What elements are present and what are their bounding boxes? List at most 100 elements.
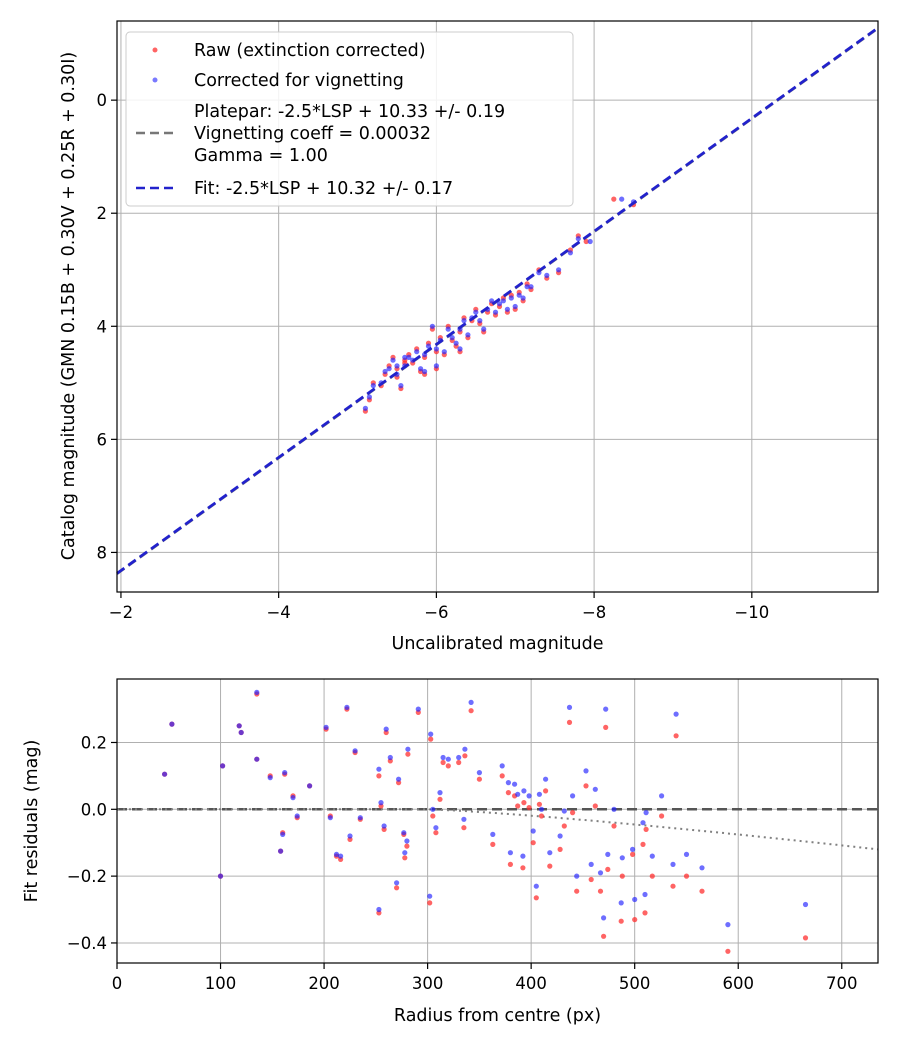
raw-point — [592, 803, 598, 809]
corrected-point — [402, 354, 408, 360]
raw-point — [642, 910, 648, 916]
vignetting-curve — [117, 808, 879, 851]
corrected-point — [294, 813, 300, 819]
corrected-point — [394, 880, 400, 886]
y-tick-label: −0.2 — [67, 867, 107, 886]
corrected-point — [433, 825, 439, 831]
legend-label-fit: Fit: -2.5*LSP + 10.32 +/- 0.17 — [194, 179, 453, 199]
corrected-point — [338, 853, 344, 859]
raw-point — [445, 763, 451, 769]
corrected-point — [630, 846, 636, 853]
corrected-point — [516, 292, 522, 298]
x-tick-label: 700 — [826, 974, 858, 993]
corrected-point — [445, 756, 451, 762]
corrected-point — [352, 748, 358, 754]
raw-point — [566, 719, 573, 726]
corrected-point — [415, 706, 421, 712]
raw-point — [561, 823, 567, 829]
corrected-point — [575, 236, 581, 242]
corrected-point — [437, 790, 443, 796]
corrected-point — [278, 848, 284, 854]
corrected-point — [603, 706, 609, 712]
bottom-points — [162, 689, 809, 954]
corrected-point — [382, 368, 388, 375]
legend-marker-corrected — [152, 77, 158, 83]
y-tick-label: 0.2 — [81, 733, 107, 752]
corrected-point — [404, 838, 410, 844]
raw-point — [526, 805, 532, 811]
raw-point — [570, 810, 576, 816]
x-tick-label: 400 — [515, 974, 547, 993]
corrected-point — [347, 833, 353, 839]
corrected-point — [528, 284, 534, 290]
corrected-point — [643, 810, 649, 816]
raw-point — [507, 861, 513, 868]
corrected-point — [461, 318, 467, 324]
raw-point — [673, 733, 679, 739]
x-tick-label: −8 — [582, 603, 606, 622]
raw-point — [601, 933, 607, 939]
legend-label-raw: Raw (extinction corrected) — [194, 41, 426, 61]
raw-point — [588, 876, 594, 883]
raw-point — [557, 846, 563, 853]
raw-point — [802, 935, 809, 941]
raw-point — [476, 776, 482, 782]
corrected-point — [601, 915, 607, 921]
corrected-point — [588, 861, 594, 868]
corrected-point — [394, 363, 400, 369]
corrected-point — [490, 831, 496, 838]
corrected-point — [521, 788, 527, 794]
corrected-point — [583, 768, 589, 774]
legend-marker-raw — [152, 47, 158, 53]
corrected-point — [376, 766, 382, 772]
corrected-point — [530, 828, 536, 834]
corrected-point — [254, 689, 260, 696]
corrected-point — [597, 870, 604, 876]
corrected-point — [169, 721, 175, 727]
corrected-point — [802, 901, 809, 908]
corrected-point — [536, 791, 543, 797]
bottom-grid — [116, 679, 878, 963]
raw-point — [543, 788, 549, 794]
legend-label-platepar-3: Gamma = 1.00 — [194, 146, 328, 166]
bottom-ticks: 0 100 200 300 400 500 600 700 0.2 0.0 −0.2 −0.4 — [67, 733, 858, 993]
corrected-point — [511, 781, 518, 787]
legend-label-platepar-1: Platepar: -2.5*LSP + 10.33 +/- 0.19 — [194, 102, 505, 122]
corrected-point — [512, 303, 518, 310]
corrected-point — [378, 800, 384, 806]
x-tick-label: 0 — [112, 974, 123, 993]
corrected-point — [327, 815, 333, 821]
corrected-point — [492, 309, 499, 315]
corrected-point — [592, 786, 598, 792]
corrected-point — [508, 295, 514, 301]
corrected-point — [507, 850, 513, 856]
top-points — [116, 26, 879, 575]
top-ticks: −2 −4 −6 −8 −10 0 2 4 6 8 — [97, 91, 770, 622]
corrected-point — [642, 891, 648, 898]
legend-label-platepar-2: Vignetting coeff = 0.00032 — [194, 124, 431, 144]
raw-point — [611, 196, 617, 202]
corrected-point — [387, 754, 393, 761]
corrected-point — [505, 780, 511, 786]
corrected-point — [605, 851, 611, 858]
corrected-point — [396, 776, 402, 782]
raw-point — [530, 840, 536, 846]
corrected-point — [390, 357, 396, 363]
corrected-point — [526, 793, 532, 799]
corrected-point — [673, 711, 679, 717]
raw-point — [433, 830, 439, 836]
legend: Raw (extinction corrected) Corrected for… — [125, 31, 574, 207]
corrected-point — [561, 808, 567, 814]
raw-point — [520, 865, 526, 871]
corrected-point — [333, 851, 340, 858]
legend-label-corrected: Corrected for vignetting — [194, 71, 404, 91]
corrected-point — [632, 896, 638, 903]
corrected-point — [433, 346, 439, 352]
corrected-point — [533, 883, 539, 889]
top-x-axis-label: Uncalibrated magnitude — [392, 634, 604, 654]
raw-point — [405, 751, 411, 757]
raw-point — [533, 895, 539, 901]
corrected-point — [418, 366, 424, 372]
raw-point — [619, 873, 625, 879]
